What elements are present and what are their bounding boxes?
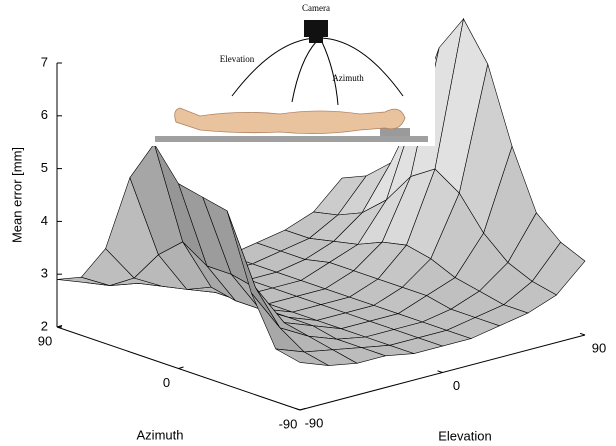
- z-tick-label: 2: [41, 318, 48, 333]
- elevation-label: Elevation: [220, 54, 255, 64]
- x-tick: [438, 371, 443, 373]
- x-axis-title: Elevation: [438, 428, 491, 443]
- z-tick-label: 4: [41, 213, 48, 228]
- chart: Mean error [mm] Azimuth Elevation 2 3 4 5 6 7…: [0, 0, 616, 446]
- y-tick: [179, 367, 184, 369]
- z-axis-title: Mean error [mm]: [9, 147, 24, 243]
- y-tick-label: 0: [163, 375, 170, 390]
- x-tick-label: 0: [453, 378, 460, 393]
- azimuth-label: Azimuth: [332, 73, 364, 83]
- x-tick-label: -90: [305, 415, 324, 430]
- x-tick: [580, 333, 585, 335]
- z-tick-label: 5: [41, 160, 48, 175]
- y-tick-label: 90: [38, 333, 52, 348]
- x-tick: [295, 408, 300, 410]
- page: Mean error [mm] Azimuth Elevation 2 3 4 5 6 7…: [0, 0, 616, 446]
- inset-diagram: Camera Elevation Azimuth: [150, 0, 435, 146]
- pillow: [380, 128, 410, 136]
- camera-lens: [309, 37, 323, 43]
- z-tick-label: 7: [41, 54, 48, 69]
- y-axis-title: Azimuth: [137, 427, 184, 442]
- y-tick-label: -90: [279, 416, 298, 431]
- table: [155, 136, 428, 142]
- z-tick-label: 3: [41, 266, 48, 281]
- x-tick-label: 90: [592, 340, 606, 355]
- camera-label: Camera: [302, 3, 330, 13]
- camera-icon: [304, 20, 328, 37]
- z-tick-label: 6: [41, 107, 48, 122]
